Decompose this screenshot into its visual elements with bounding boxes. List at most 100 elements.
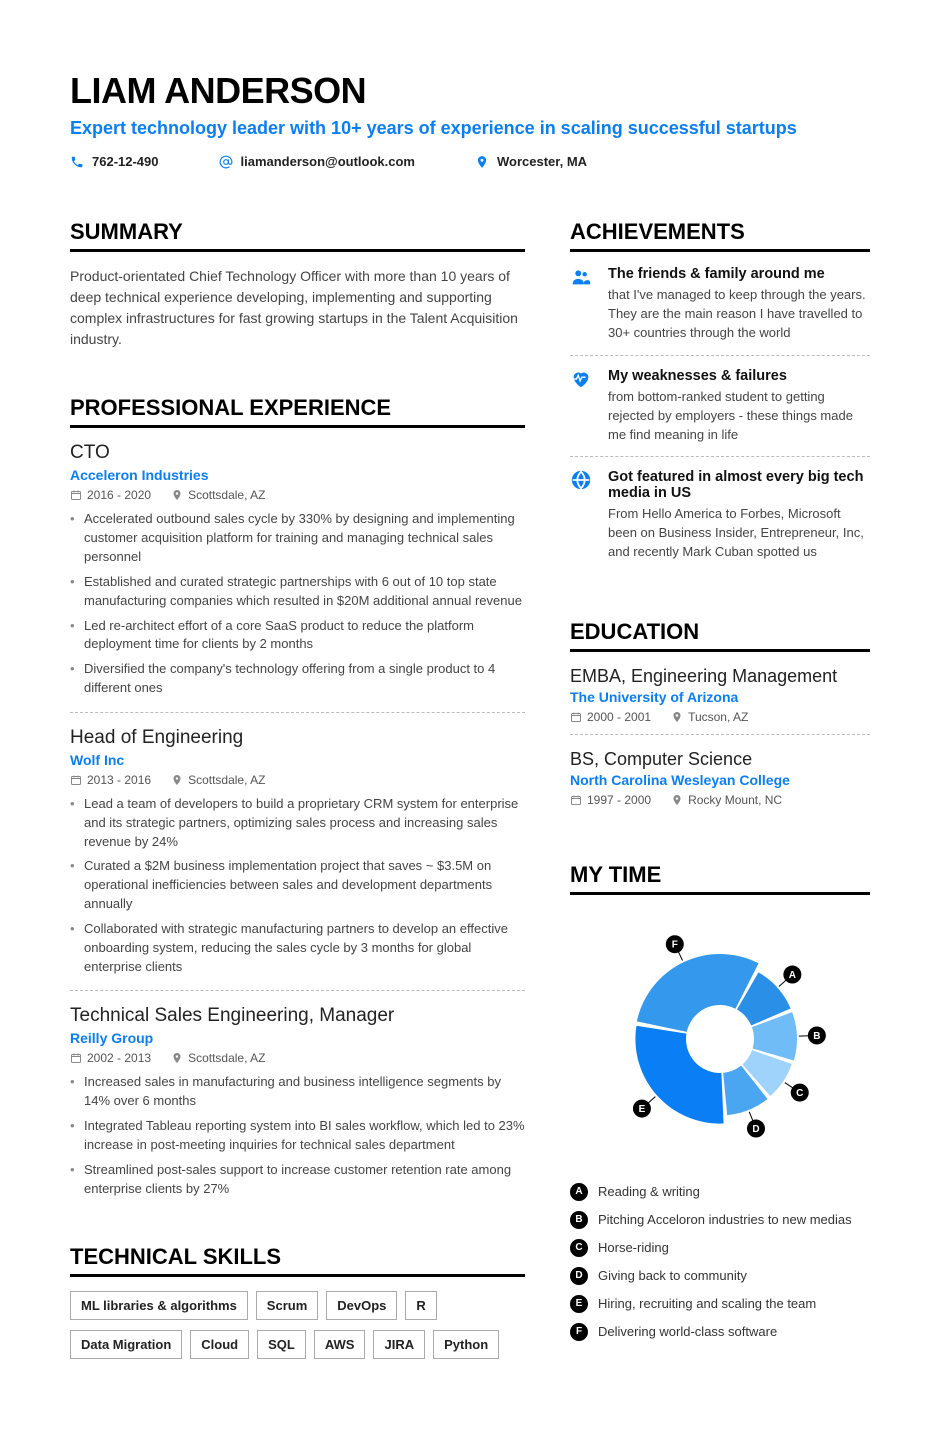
contact-phone: 762-12-490 <box>70 154 159 169</box>
legend-dot: F <box>570 1323 588 1341</box>
achievement-item: My weaknesses & failures from bottom-ran… <box>570 368 870 458</box>
job-company: Acceleron Industries <box>70 467 525 483</box>
legend-text: Horse-riding <box>598 1240 669 1255</box>
summary-title: SUMMARY <box>70 219 525 252</box>
people-icon <box>570 266 594 343</box>
donut-legend: A Reading & writing B Pitching Acceloron in… <box>570 1183 870 1341</box>
education-section: EDUCATION EMBA, Engineering Management T… <box>570 619 870 817</box>
experience-section: PROFESSIONAL EXPERIENCE CTO Acceleron In… <box>70 395 525 1198</box>
bullet-item: Integrated Tableau reporting system into… <box>70 1117 525 1155</box>
education-item: EMBA, Engineering Management The Univers… <box>570 666 870 735</box>
bullet-item: Streamlined post-sales support to increa… <box>70 1161 525 1199</box>
bullet-item: Established and curated strategic partne… <box>70 573 525 611</box>
education-title: EDUCATION <box>570 619 870 652</box>
mytime-title: MY TIME <box>570 862 870 895</box>
legend-item: B Pitching Acceloron industries to new me… <box>570 1211 870 1229</box>
legend-text: Reading & writing <box>598 1184 700 1199</box>
achievement-text: that I've managed to keep through the ye… <box>608 286 870 343</box>
skills-title: TECHNICAL SKILLS <box>70 1244 525 1277</box>
legend-item: F Delivering world-class software <box>570 1323 870 1341</box>
skills-section: TECHNICAL SKILLS ML libraries & algorith… <box>70 1244 525 1359</box>
legend-text: Pitching Acceloron industries to new med… <box>598 1212 852 1227</box>
skill-tag: Cloud <box>190 1330 249 1359</box>
bullet-item: Increased sales in manufacturing and bus… <box>70 1073 525 1111</box>
bullet-item: Diversified the company's technology off… <box>70 660 525 698</box>
contact-location: Worcester, MA <box>475 154 587 169</box>
experience-title: PROFESSIONAL EXPERIENCE <box>70 395 525 428</box>
svg-text:F: F <box>672 940 678 951</box>
svg-text:C: C <box>796 1088 803 1099</box>
education-item: BS, Computer Science North Carolina Wesl… <box>570 749 870 817</box>
job-item: Technical Sales Engineering, Manager Rei… <box>70 1005 525 1198</box>
job-item: CTO Acceleron Industries 2016 - 2020 Sco… <box>70 442 525 698</box>
bullet-item: Curated a $2M business implementation pr… <box>70 857 525 914</box>
pin-icon <box>171 774 183 786</box>
bullet-item: Collaborated with strategic manufacturin… <box>70 920 525 977</box>
globe-icon <box>570 469 594 562</box>
edu-meta: 2000 - 2001 Tucson, AZ <box>570 710 870 724</box>
legend-item: A Reading & writing <box>570 1183 870 1201</box>
bullet-item: Accelerated outbound sales cycle by 330%… <box>70 510 525 567</box>
achievements-section: ACHIEVEMENTS The friends & family around… <box>570 219 870 574</box>
legend-dot: B <box>570 1211 588 1229</box>
job-bullets: Increased sales in manufacturing and bus… <box>70 1073 525 1198</box>
job-meta: 2016 - 2020 Scottsdale, AZ <box>70 488 525 502</box>
person-name: LIAM ANDERSON <box>70 70 870 112</box>
achievement-item: Got featured in almost every big tech me… <box>570 469 870 574</box>
legend-item: CHorse-riding <box>570 1239 870 1257</box>
pin-icon <box>171 1052 183 1064</box>
separator <box>70 990 525 991</box>
contact-row: 762-12-490 liamanderson@outlook.com Worc… <box>70 154 870 169</box>
legend-dot: A <box>570 1183 588 1201</box>
edu-school: The University of Arizona <box>570 689 870 705</box>
skill-tag: SQL <box>257 1330 306 1359</box>
donut-chart: ABCDEF <box>590 909 850 1169</box>
skill-tag: DevOps <box>326 1291 397 1320</box>
achievement-item: The friends & family around me that I've… <box>570 266 870 356</box>
job-title: Technical Sales Engineering, Manager <box>70 1005 525 1027</box>
summary-section: SUMMARY Product-orientated Chief Technol… <box>70 219 525 350</box>
job-bullets: Accelerated outbound sales cycle by 330%… <box>70 510 525 698</box>
legend-dot: E <box>570 1295 588 1313</box>
job-title: CTO <box>70 442 525 464</box>
skill-tag: ML libraries & algorithms <box>70 1291 248 1320</box>
achievement-title: My weaknesses & failures <box>608 368 870 384</box>
phone-icon <box>70 155 84 169</box>
edu-school: North Carolina Wesleyan College <box>570 772 870 788</box>
legend-item: DGiving back to community <box>570 1267 870 1285</box>
achievement-title: The friends & family around me <box>608 266 870 282</box>
skill-tag: Data Migration <box>70 1330 182 1359</box>
calendar-icon <box>70 489 82 501</box>
bullet-item: Lead a team of developers to build a pro… <box>70 795 525 852</box>
legend-item: E Hiring, recruiting and scaling the team <box>570 1295 870 1313</box>
job-item: Head of Engineering Wolf Inc 2013 - 2016… <box>70 727 525 977</box>
header: LIAM ANDERSON Expert technology leader w… <box>70 70 870 169</box>
bullet-item: Led re-architect effort of a core SaaS p… <box>70 617 525 655</box>
email-value: liamanderson@outlook.com <box>241 154 415 169</box>
donut-slice <box>637 954 759 1032</box>
edu-degree: EMBA, Engineering Management <box>570 666 870 687</box>
achievement-text: From Hello America to Forbes, Microsoft … <box>608 505 870 562</box>
achievement-text: from bottom-ranked student to getting re… <box>608 388 870 445</box>
summary-text: Product-orientated Chief Technology Offi… <box>70 266 525 350</box>
svg-text:D: D <box>752 1124 759 1135</box>
edu-degree: BS, Computer Science <box>570 749 870 770</box>
achievements-title: ACHIEVEMENTS <box>570 219 870 252</box>
skill-tag: AWS <box>314 1330 366 1359</box>
legend-text: Hiring, recruiting and scaling the team <box>598 1296 816 1311</box>
skill-tag: Scrum <box>256 1291 318 1320</box>
skills-row: ML libraries & algorithms Scrum DevOps R <box>70 1291 525 1320</box>
pin-icon <box>671 711 683 723</box>
skill-tag: JIRA <box>373 1330 425 1359</box>
tagline: Expert technology leader with 10+ years … <box>70 116 870 140</box>
skill-tag: Python <box>433 1330 499 1359</box>
achievement-title: Got featured in almost every big tech me… <box>608 469 870 501</box>
job-company: Wolf Inc <box>70 752 525 768</box>
calendar-icon <box>70 1052 82 1064</box>
skill-tag: R <box>405 1291 436 1320</box>
job-meta: 2002 - 2013 Scottsdale, AZ <box>70 1051 525 1065</box>
skills-row: Data Migration Cloud SQL AWSJIRA Python <box>70 1330 525 1359</box>
location-value: Worcester, MA <box>497 154 587 169</box>
legend-text: Delivering world-class software <box>598 1324 777 1339</box>
svg-text:E: E <box>639 1104 646 1115</box>
